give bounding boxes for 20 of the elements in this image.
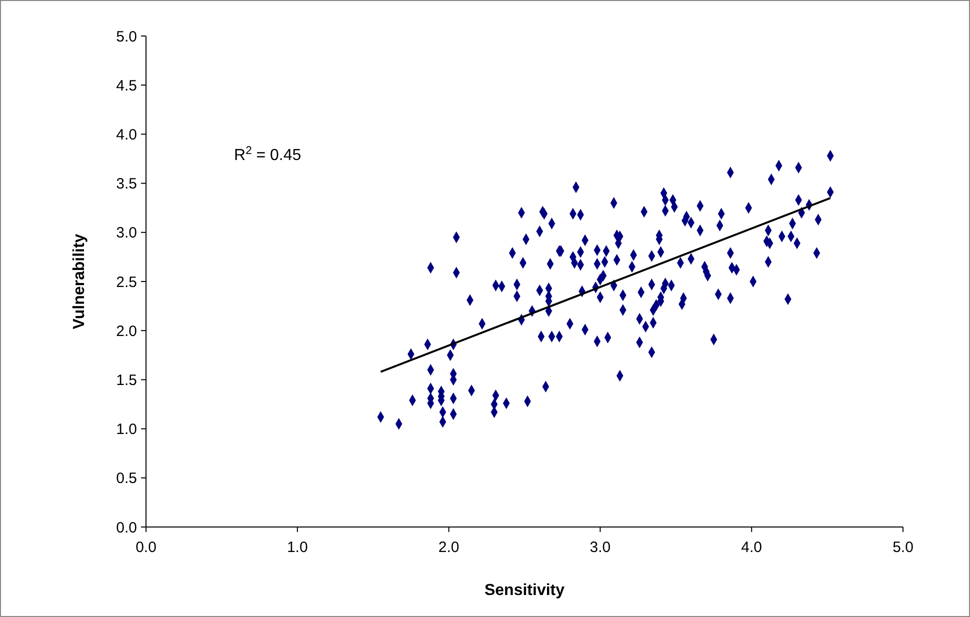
- x-tick-label: 1.0: [286, 539, 308, 556]
- y-tick-label: 3.0: [116, 224, 137, 242]
- y-tick-label: 2.0: [116, 322, 137, 340]
- annotation: R$^{2}$ = 0.45: [234, 145, 302, 164]
- y-tick-label: 4.0: [116, 126, 137, 144]
- x-tick-label: 4.0: [741, 539, 762, 556]
- x-tick-label: 3.0: [590, 539, 611, 556]
- y-tick-label: 0.0: [116, 519, 137, 536]
- y-tick-label: 5.0: [116, 28, 137, 46]
- x-tick-label: 0.0: [136, 539, 156, 556]
- y-tick-label: 4.5: [116, 77, 137, 94]
- x-tick-label: 2.0: [438, 539, 460, 556]
- y-tick-label: 0.5: [116, 470, 137, 488]
- y-tick-label: 1.0: [116, 421, 137, 438]
- y-tick-label: 1.5: [116, 372, 137, 389]
- y-tick-label: 3.5: [116, 176, 137, 193]
- y-tick-label: 2.5: [116, 274, 137, 291]
- x-axis-title: Sensitivity: [484, 582, 565, 599]
- x-tick-label: 5.0: [892, 539, 914, 556]
- y-axis-title: Vulnerability: [71, 234, 88, 330]
